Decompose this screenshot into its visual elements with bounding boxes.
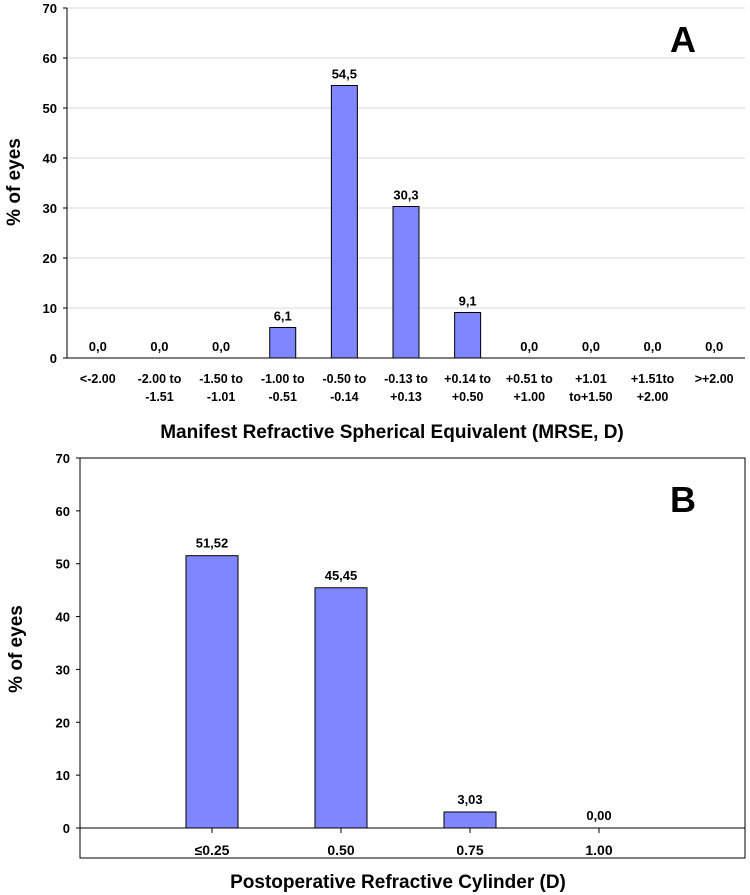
- category-label-a: to+1.50: [569, 390, 612, 404]
- y-tick-label-b: 40: [56, 610, 70, 625]
- chart-b-frame: [79, 457, 746, 859]
- category-label-a: -1.51: [145, 390, 174, 404]
- panel-letter-b: B: [670, 479, 696, 520]
- y-tick-label-a: 30: [43, 201, 57, 216]
- category-label-b: ≤0.25: [195, 842, 230, 858]
- category-label-a: +2.00: [637, 390, 669, 404]
- chart-a: A Manifest Refractive Spherical Equivale…: [4, 1, 745, 443]
- y-tick-label-b: 70: [56, 451, 70, 466]
- category-label-b: 0.75: [456, 842, 483, 858]
- data-label-a: 0,0: [705, 339, 723, 354]
- data-label-a: 0,0: [582, 339, 600, 354]
- bar-b: [314, 587, 368, 829]
- category-label-a: -1.50 to: [199, 372, 243, 386]
- y-tick-label-b: 30: [56, 662, 70, 677]
- category-label-a: -0.50 to: [322, 372, 366, 386]
- y-tick-label-b: 0: [63, 821, 70, 836]
- y-tick-label-a: 10: [43, 301, 57, 316]
- panel-letter-a: A: [670, 19, 696, 60]
- y-tick-label-a: 40: [43, 151, 57, 166]
- bar-b: [443, 811, 497, 829]
- y-tick-label-a: 20: [43, 251, 57, 266]
- data-label-b: 45,45: [325, 568, 358, 583]
- data-label-a: 0,0: [89, 339, 107, 354]
- data-label-a: 0,0: [520, 339, 538, 354]
- category-label-a: +0.13: [390, 390, 422, 404]
- y-tick-label-b: 60: [56, 504, 70, 519]
- y-tick-label-b: 50: [56, 557, 70, 572]
- x-axis-title-b: Postoperative Refractive Cylinder (D): [230, 872, 566, 893]
- bar-a: [392, 206, 420, 359]
- data-label-a: 0,0: [212, 339, 230, 354]
- data-label-a: 0,0: [150, 339, 168, 354]
- category-label-a: <-2.00: [80, 372, 116, 386]
- category-label-a: +0.14 to: [444, 372, 491, 386]
- data-label-a: 6,1: [274, 309, 292, 324]
- category-label-a: +1.01: [575, 372, 607, 386]
- category-label-b: 1.00: [585, 842, 612, 858]
- y-tick-label-a: 50: [43, 101, 57, 116]
- category-label-a: -2.00 to: [138, 372, 182, 386]
- y-tick-label-a: 70: [43, 1, 57, 16]
- data-label-a: 9,1: [459, 294, 477, 309]
- category-label-a: +1.00: [513, 390, 545, 404]
- bar-a: [330, 85, 358, 359]
- category-label-a: -1.01: [207, 390, 236, 404]
- y-tick-label-b: 10: [56, 768, 70, 783]
- data-label-b: 0,00: [586, 808, 611, 823]
- category-label-a: >+2.00: [695, 372, 734, 386]
- bar-b: [185, 555, 239, 829]
- y-axis-title-a: % of eyes: [4, 138, 25, 226]
- category-label-a: +0.51 to: [506, 372, 553, 386]
- category-label-a: -1.00 to: [261, 372, 305, 386]
- bar-a: [454, 312, 482, 359]
- data-label-a: 30,3: [393, 188, 418, 203]
- chart-b: B Postoperative Refractive Cylinder (D) …: [6, 451, 746, 893]
- category-label-b: 0.50: [327, 842, 354, 858]
- data-label-a: 0,0: [644, 339, 662, 354]
- y-tick-label-a: 60: [43, 51, 57, 66]
- x-axis-title-a: Manifest Refractive Spherical Equivalent…: [160, 422, 624, 443]
- bar-a: [269, 327, 297, 359]
- data-label-b: 51,52: [196, 536, 229, 551]
- y-axis-title-b: % of eyes: [6, 605, 27, 693]
- y-tick-label-a: 0: [50, 351, 57, 366]
- category-label-a: -0.13 to: [384, 372, 428, 386]
- category-label-a: +1.51to: [631, 372, 675, 386]
- category-label-a: -0.51: [268, 390, 297, 404]
- data-label-b: 3,03: [457, 792, 482, 807]
- category-label-a: +0.50: [452, 390, 484, 404]
- category-label-a: -0.14: [330, 390, 359, 404]
- y-tick-label-b: 20: [56, 715, 70, 730]
- data-label-a: 54,5: [332, 67, 357, 82]
